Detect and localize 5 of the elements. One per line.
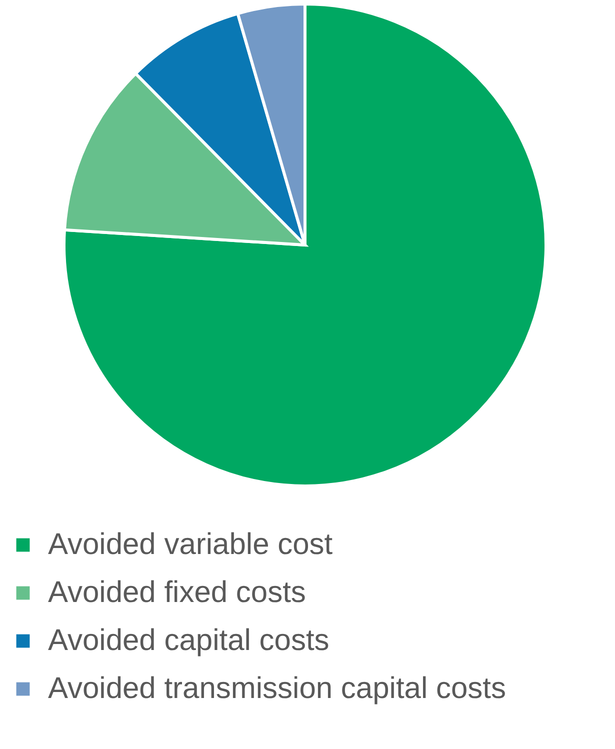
legend-label: Avoided transmission capital costs [48, 672, 506, 705]
legend-label: Avoided capital costs [48, 624, 330, 657]
legend-label: Avoided variable cost [48, 528, 334, 561]
pie-slice [62, 2, 548, 488]
legend-label: Avoided fixed costs [48, 576, 306, 609]
